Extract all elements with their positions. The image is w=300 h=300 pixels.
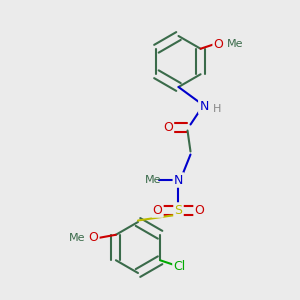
Text: O: O bbox=[163, 121, 173, 134]
Text: Me: Me bbox=[69, 233, 85, 243]
Text: O: O bbox=[195, 203, 204, 217]
Text: Cl: Cl bbox=[173, 260, 186, 273]
Text: Me: Me bbox=[145, 175, 161, 185]
Text: Me: Me bbox=[227, 39, 243, 49]
Text: H: H bbox=[213, 104, 222, 115]
Text: O: O bbox=[153, 203, 162, 217]
Text: S: S bbox=[175, 203, 182, 217]
Text: N: N bbox=[174, 173, 183, 187]
Text: O: O bbox=[88, 231, 98, 244]
Text: O: O bbox=[214, 38, 224, 51]
Text: N: N bbox=[199, 100, 209, 113]
